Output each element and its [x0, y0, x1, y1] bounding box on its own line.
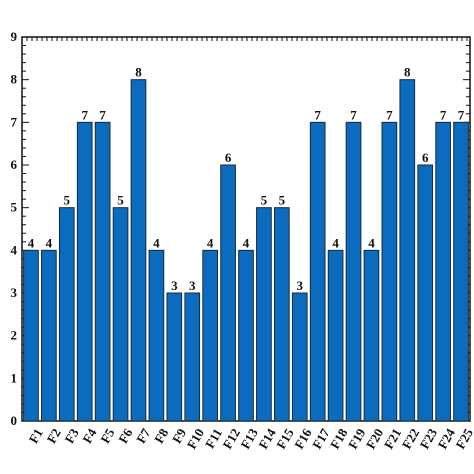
data-label: 3 — [297, 278, 304, 293]
bar-f11 — [202, 249, 219, 422]
x-tick-label: F3 — [61, 425, 81, 445]
x-tick-label: F1 — [26, 426, 46, 446]
data-label: 6 — [225, 150, 232, 165]
bars — [23, 79, 469, 422]
data-label: 4 — [46, 235, 53, 250]
bar-f4 — [76, 121, 93, 422]
y-tick-label: 3 — [11, 285, 18, 300]
bar-f12 — [220, 164, 236, 422]
x-tick-label: F8 — [151, 425, 171, 445]
y-tick-label: 2 — [11, 328, 18, 343]
y-tick-label: 9 — [11, 29, 18, 44]
data-label: 3 — [189, 278, 196, 293]
data-label: 8 — [135, 65, 142, 80]
y-tick-label: 0 — [11, 413, 18, 428]
x-tick-label: F4 — [79, 425, 99, 445]
data-label: 7 — [440, 107, 447, 122]
bar-f7 — [130, 79, 147, 422]
bar-f23 — [417, 164, 434, 422]
bar-f16 — [291, 292, 308, 422]
bar-f3 — [58, 207, 75, 422]
bar-f9 — [166, 292, 183, 422]
y-tick-label: 5 — [11, 200, 18, 215]
data-label: 4 — [207, 235, 214, 250]
data-label: 7 — [81, 107, 88, 122]
x-tick-label: F25 — [452, 425, 474, 451]
bar-f6 — [112, 207, 129, 422]
bar-f2 — [41, 249, 57, 422]
y-axis-labels: 0 1 2 3 4 5 6 7 8 9 — [11, 29, 18, 428]
data-label: 4 — [332, 235, 339, 250]
data-label: 4 — [28, 235, 35, 250]
bar-f22 — [399, 79, 416, 422]
data-label: 3 — [171, 278, 178, 293]
y-tick-label: 6 — [11, 157, 18, 172]
bar-f10 — [184, 292, 201, 422]
bar-f20 — [363, 249, 380, 422]
x-axis-labels: F1F2F3F4F5F6F7F8F9F10F11F12F13F14F15F16F… — [26, 425, 474, 451]
bar-f8 — [148, 249, 165, 422]
bar-f1 — [23, 249, 39, 422]
data-label: 5 — [117, 193, 124, 208]
bar-f5 — [94, 121, 111, 422]
data-label: 6 — [422, 150, 429, 165]
bar-f15 — [273, 207, 290, 422]
data-label: 7 — [350, 107, 357, 122]
data-label: 7 — [99, 107, 106, 122]
data-label: 7 — [386, 107, 393, 122]
data-label: 8 — [404, 65, 411, 80]
x-tick-label: F11 — [202, 426, 225, 451]
x-tick-label: F2 — [44, 426, 64, 446]
bar-f25 — [453, 121, 469, 422]
y-tick-label: 8 — [11, 72, 18, 87]
y-tick-label: 4 — [11, 242, 18, 257]
bar-f17 — [309, 121, 326, 422]
bar-f14 — [256, 207, 272, 422]
bar-f19 — [345, 121, 362, 422]
x-tick-label: F7 — [133, 425, 153, 445]
data-label: 4 — [153, 235, 160, 250]
bar-f21 — [381, 121, 398, 422]
data-label: 7 — [314, 107, 321, 122]
data-label: 5 — [261, 193, 268, 208]
data-label: 4 — [243, 235, 250, 250]
data-label: 7 — [458, 107, 465, 122]
bar-f13 — [238, 249, 254, 422]
x-tick-label: F6 — [115, 425, 135, 445]
x-tick-label: F5 — [97, 425, 117, 445]
y-tick-label: 1 — [11, 370, 18, 385]
y-tick-label: 7 — [11, 114, 18, 129]
data-label: 4 — [368, 235, 375, 250]
data-label: 5 — [64, 193, 71, 208]
bar-f18 — [327, 249, 344, 422]
bar-f24 — [435, 121, 451, 422]
data-label: 5 — [279, 193, 286, 208]
x-tick-label: F9 — [169, 425, 189, 445]
